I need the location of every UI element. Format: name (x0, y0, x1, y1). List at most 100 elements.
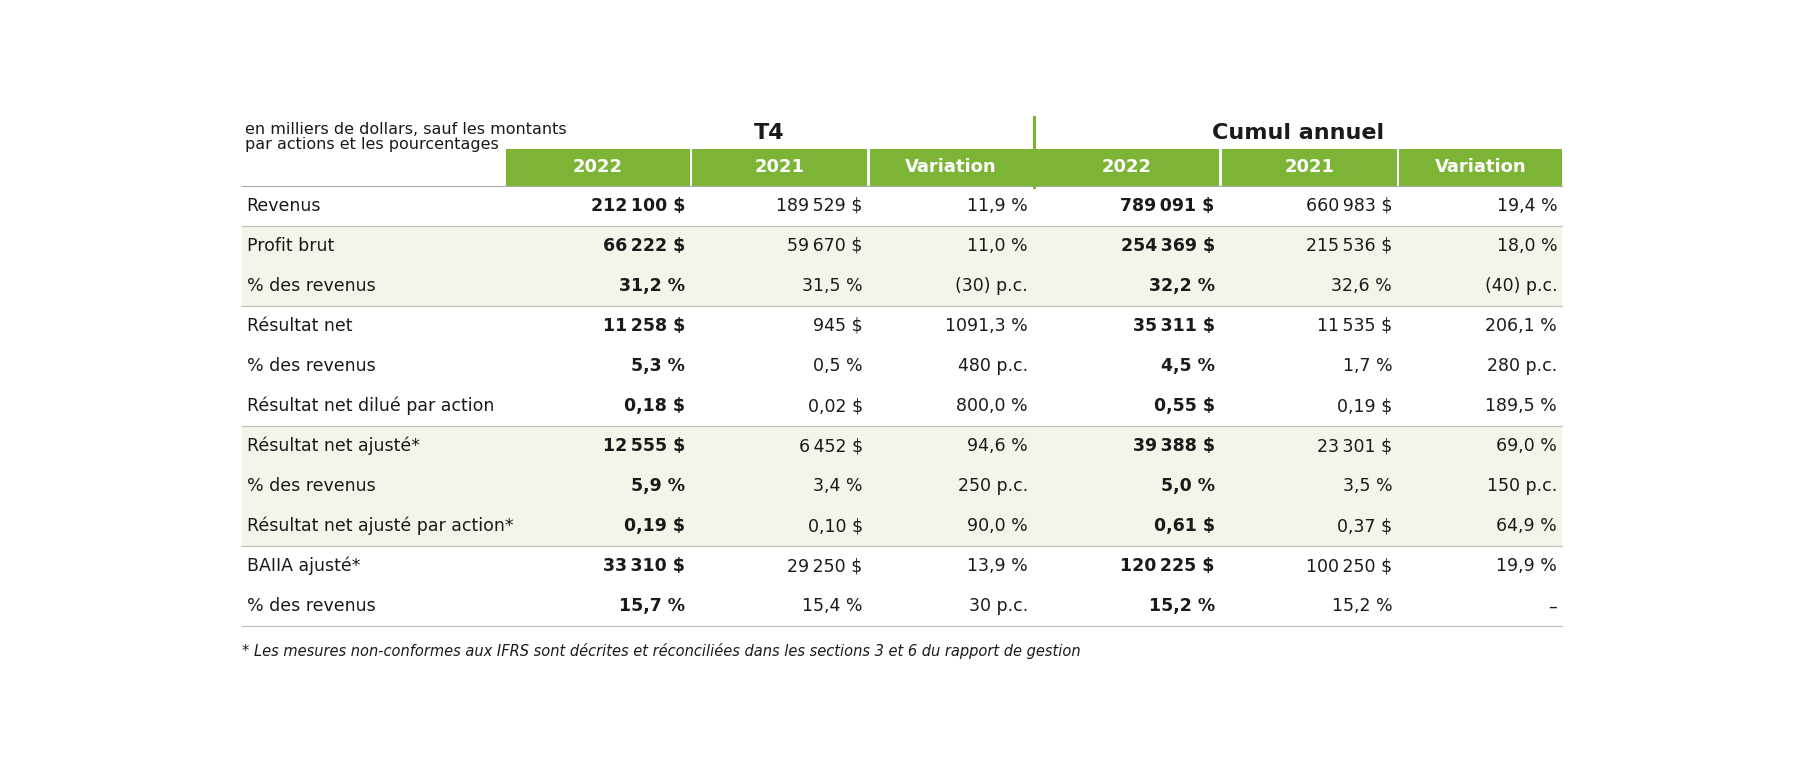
Text: 0,02 $: 0,02 $ (808, 397, 862, 415)
Bar (869, 149, 1033, 186)
Text: 11 535 $: 11 535 $ (1318, 317, 1391, 335)
Text: 250 p.c.: 250 p.c. (958, 477, 1028, 495)
Text: 2021: 2021 (754, 159, 805, 176)
Text: % des revenus: % des revenus (247, 477, 376, 495)
Text: 120 225 $: 120 225 $ (1120, 557, 1215, 575)
Text: 19,9 %: 19,9 % (1496, 557, 1557, 575)
Bar (241, 306, 1562, 346)
Bar (1222, 149, 1397, 186)
Text: 254 369 $: 254 369 $ (1121, 237, 1215, 255)
Text: Profit brut: Profit brut (247, 237, 335, 255)
Text: 189 529 $: 189 529 $ (776, 197, 862, 215)
Text: 15,7 %: 15,7 % (619, 597, 686, 615)
Text: 66 222 $: 66 222 $ (603, 237, 686, 255)
Text: 280 p.c.: 280 p.c. (1487, 357, 1557, 375)
Text: 32,2 %: 32,2 % (1148, 277, 1215, 295)
Text: 480 p.c.: 480 p.c. (958, 357, 1028, 375)
Text: 2022: 2022 (572, 159, 623, 176)
Text: Résultat net dilué par action: Résultat net dilué par action (247, 397, 493, 415)
Text: 215 536 $: 215 536 $ (1305, 237, 1391, 255)
Text: 30 p.c.: 30 p.c. (968, 597, 1028, 615)
Text: 2021: 2021 (1283, 159, 1334, 176)
Text: 0,55 $: 0,55 $ (1154, 397, 1215, 415)
Text: 33 310 $: 33 310 $ (603, 557, 686, 575)
Text: 64,9 %: 64,9 % (1496, 517, 1557, 535)
Text: 12 555 $: 12 555 $ (603, 437, 686, 455)
Bar (241, 186, 1562, 226)
Text: 3,4 %: 3,4 % (814, 477, 862, 495)
Text: 212 100 $: 212 100 $ (590, 197, 686, 215)
Text: Résultat net ajusté*: Résultat net ajusté* (247, 437, 419, 455)
Bar (506, 149, 689, 186)
Text: 789 091 $: 789 091 $ (1120, 197, 1215, 215)
Bar (241, 586, 1562, 627)
Text: T4: T4 (754, 123, 785, 142)
Text: * Les mesures non-conformes aux IFRS sont décrites et réconciliées dans les sect: * Les mesures non-conformes aux IFRS son… (241, 643, 1080, 659)
Text: (40) p.c.: (40) p.c. (1485, 277, 1557, 295)
Text: 31,5 %: 31,5 % (803, 277, 862, 295)
Text: 0,18 $: 0,18 $ (625, 397, 686, 415)
Text: 5,9 %: 5,9 % (632, 477, 686, 495)
Text: 5,0 %: 5,0 % (1161, 477, 1215, 495)
Text: 15,2 %: 15,2 % (1148, 597, 1215, 615)
Text: BAIIA ajusté*: BAIIA ajusté* (247, 557, 360, 575)
Text: 6 452 $: 6 452 $ (799, 437, 862, 455)
Text: 0,10 $: 0,10 $ (808, 517, 862, 535)
Text: 15,2 %: 15,2 % (1332, 597, 1391, 615)
Bar (241, 346, 1562, 386)
Text: 945 $: 945 $ (814, 317, 862, 335)
Bar (1035, 149, 1219, 186)
Text: 11 258 $: 11 258 $ (603, 317, 686, 335)
Bar (241, 546, 1562, 586)
Text: 3,5 %: 3,5 % (1343, 477, 1391, 495)
Text: 18,0 %: 18,0 % (1496, 237, 1557, 255)
Text: (30) p.c.: (30) p.c. (956, 277, 1028, 295)
Text: 100 250 $: 100 250 $ (1307, 557, 1391, 575)
Text: 13,9 %: 13,9 % (967, 557, 1028, 575)
Text: 39 388 $: 39 388 $ (1132, 437, 1215, 455)
Text: Résultat net: Résultat net (247, 317, 353, 335)
Text: 206,1 %: 206,1 % (1485, 317, 1557, 335)
Text: 15,4 %: 15,4 % (803, 597, 862, 615)
Text: 800,0 %: 800,0 % (956, 397, 1028, 415)
Text: % des revenus: % des revenus (247, 357, 376, 375)
Text: 0,61 $: 0,61 $ (1154, 517, 1215, 535)
Text: par actions et les pourcentages: par actions et les pourcentages (245, 137, 499, 152)
Text: 4,5 %: 4,5 % (1161, 357, 1215, 375)
Text: 150 p.c.: 150 p.c. (1487, 477, 1557, 495)
Bar (241, 506, 1562, 546)
Text: Variation: Variation (1435, 159, 1526, 176)
Text: 31,2 %: 31,2 % (619, 277, 686, 295)
Text: 5,3 %: 5,3 % (632, 357, 686, 375)
Text: 29 250 $: 29 250 $ (787, 557, 862, 575)
Text: 1091,3 %: 1091,3 % (945, 317, 1028, 335)
Text: % des revenus: % des revenus (247, 597, 376, 615)
Text: 0,19 $: 0,19 $ (625, 517, 686, 535)
Bar (693, 149, 868, 186)
Text: en milliers de dollars, sauf les montants: en milliers de dollars, sauf les montant… (245, 122, 567, 137)
Text: 11,9 %: 11,9 % (967, 197, 1028, 215)
Bar (241, 226, 1562, 266)
Text: 11,0 %: 11,0 % (967, 237, 1028, 255)
Bar (241, 266, 1562, 306)
Text: 32,6 %: 32,6 % (1332, 277, 1391, 295)
Text: 35 311 $: 35 311 $ (1132, 317, 1215, 335)
Text: 90,0 %: 90,0 % (967, 517, 1028, 535)
Text: 69,0 %: 69,0 % (1496, 437, 1557, 455)
Text: 660 983 $: 660 983 $ (1305, 197, 1391, 215)
Text: 189,5 %: 189,5 % (1485, 397, 1557, 415)
Text: Cumul annuel: Cumul annuel (1213, 123, 1384, 142)
Text: 23 301 $: 23 301 $ (1318, 437, 1391, 455)
Text: Résultat net ajusté par action*: Résultat net ajusté par action* (247, 517, 513, 535)
Bar (241, 466, 1562, 506)
Text: 0,5 %: 0,5 % (814, 357, 862, 375)
Text: Variation: Variation (905, 159, 997, 176)
Text: 1,7 %: 1,7 % (1343, 357, 1391, 375)
Text: 59 670 $: 59 670 $ (787, 237, 862, 255)
Bar (241, 426, 1562, 466)
Text: 0,37 $: 0,37 $ (1337, 517, 1391, 535)
Text: Revenus: Revenus (247, 197, 320, 215)
Text: 0,19 $: 0,19 $ (1337, 397, 1391, 415)
Text: 19,4 %: 19,4 % (1496, 197, 1557, 215)
Text: –: – (1548, 597, 1557, 615)
